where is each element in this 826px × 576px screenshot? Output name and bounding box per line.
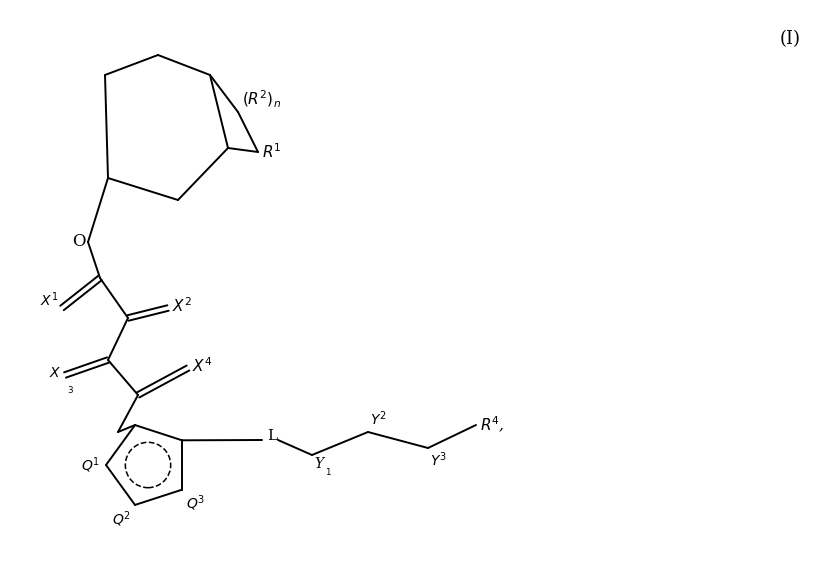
Text: $(R^2)_n$: $(R^2)_n$: [242, 89, 281, 110]
Text: O: O: [73, 233, 86, 251]
Text: Y: Y: [314, 457, 323, 471]
Text: $Q^1$: $Q^1$: [81, 455, 100, 475]
Text: $X^2$: $X^2$: [172, 297, 192, 315]
Text: $Y^3$: $Y^3$: [430, 450, 447, 469]
Text: $Q^3$: $Q^3$: [186, 494, 205, 513]
Text: (I): (I): [780, 30, 800, 48]
Text: $X$: $X$: [49, 366, 61, 380]
Text: $Q^2$: $Q^2$: [112, 509, 131, 529]
Text: $_1$: $_1$: [325, 465, 332, 478]
Text: $R^1$: $R^1$: [262, 143, 282, 161]
Text: $R^4$,: $R^4$,: [480, 415, 505, 435]
Text: $_3$: $_3$: [67, 383, 74, 396]
Text: L: L: [267, 429, 278, 443]
Text: $Y^2$: $Y^2$: [370, 410, 387, 428]
Text: $X^1$: $X^1$: [40, 291, 58, 309]
Text: $X^4$: $X^4$: [192, 357, 212, 376]
